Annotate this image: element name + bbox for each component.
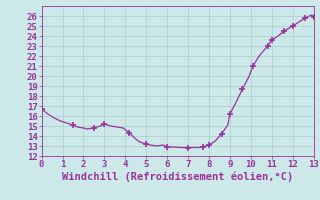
X-axis label: Windchill (Refroidissement éolien,°C): Windchill (Refroidissement éolien,°C): [62, 172, 293, 182]
